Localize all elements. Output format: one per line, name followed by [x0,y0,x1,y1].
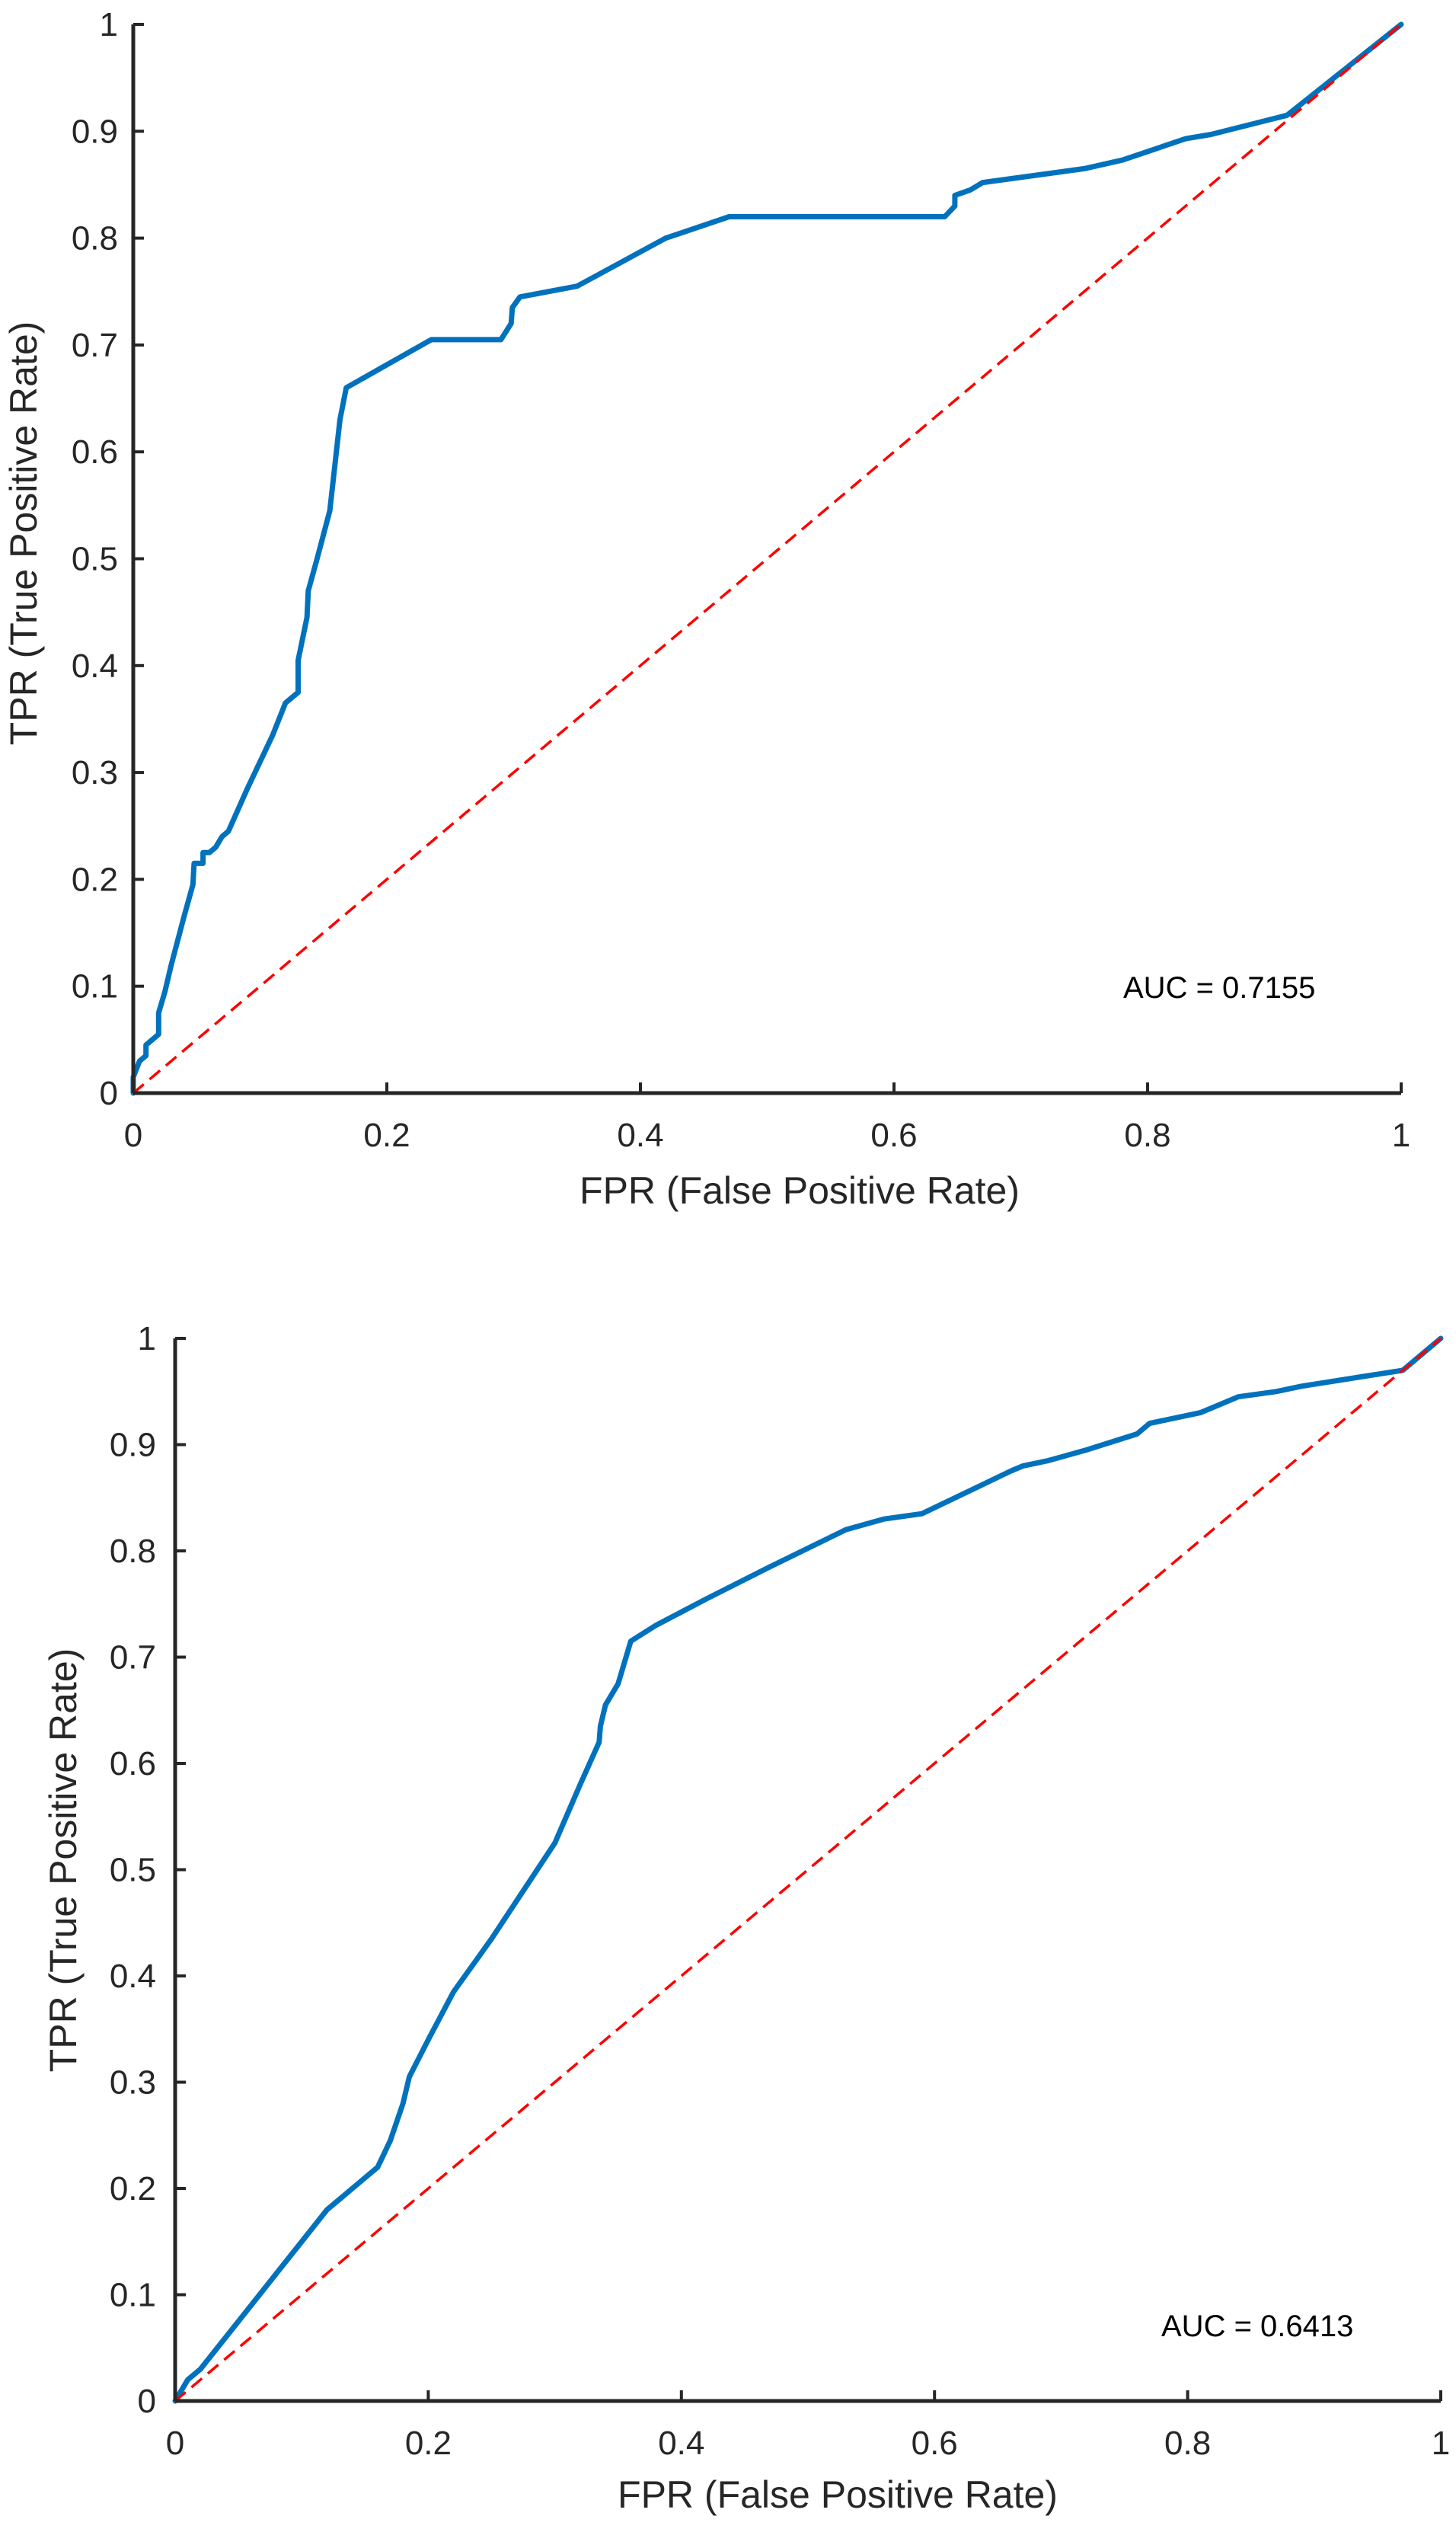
y-tick-label: 0.9 [110,1427,156,1464]
y-tick-label: 0.5 [110,1852,156,1889]
x-tick-label: 1 [1432,2425,1450,2462]
y-tick-label: 0.6 [72,433,118,471]
y-tick-label: 1 [138,1320,156,1357]
x-tick-label: 0.6 [912,2425,958,2462]
x-tick-label: 0.4 [658,2425,704,2462]
y-tick-label: 0.3 [72,754,118,791]
x-axis-title: FPR (False Positive Rate) [618,2473,1058,2516]
x-tick-label: 0.6 [870,1117,917,1154]
y-tick-label: 0.7 [72,327,118,364]
y-tick-label: 0.9 [72,113,118,150]
y-tick-label: 0 [100,1075,118,1112]
y-tick-label: 1 [100,6,118,43]
y-tick-label: 0.4 [72,647,118,685]
x-tick-label: 0.2 [405,2425,452,2462]
y-tick-label: 0.7 [110,1639,156,1677]
y-tick-label: 0.1 [110,2277,156,2314]
x-tick-label: 0.2 [363,1117,410,1154]
auc-label: AUC = 0.6413 [1161,2310,1353,2343]
chance-diagonal-line [132,23,1403,1095]
roc-chart-bottom-svg: FPR (False Positive Rate) TPR (True Posi… [42,1320,1450,2516]
chance-diagonal-line [174,1337,1442,2403]
auc-label: AUC = 0.7155 [1123,971,1315,1005]
y-axis-title: TPR (True Positive Rate) [42,1648,85,2073]
x-tick-label: 0 [124,1117,142,1154]
roc-chart-top: FPR (False Positive Rate) TPR (True Posi… [2,6,1410,1212]
roc-chart-top-svg: FPR (False Positive Rate) TPR (True Posi… [2,6,1410,1212]
y-tick-label: 0.2 [72,861,118,898]
x-tick-label: 0.8 [1124,1117,1170,1154]
y-tick-label: 0.1 [72,968,118,1005]
y-tick-label: 0.5 [72,541,118,578]
y-tick-label: 0 [138,2383,156,2420]
roc-curve-line [130,21,1404,1096]
y-tick-label: 0.3 [110,2064,156,2102]
x-axis-title: FPR (False Positive Rate) [580,1169,1020,1212]
x-tick-label: 0.4 [617,1117,663,1154]
y-axis-title: TPR (True Positive Rate) [2,321,45,746]
y-tick-label: 0.4 [110,1958,156,1995]
y-tick-label: 0.6 [110,1745,156,1782]
roc-curve-line [172,1335,1444,2404]
x-tick-label: 1 [1392,1117,1410,1154]
roc-chart-bottom: FPR (False Positive Rate) TPR (True Posi… [0,1266,1456,2532]
y-tick-label: 0.2 [110,2170,156,2208]
x-tick-label: 0.8 [1164,2425,1211,2462]
y-tick-label: 0.8 [72,220,118,257]
x-tick-label: 0 [166,2425,184,2462]
y-tick-label: 0.8 [110,1533,156,1570]
